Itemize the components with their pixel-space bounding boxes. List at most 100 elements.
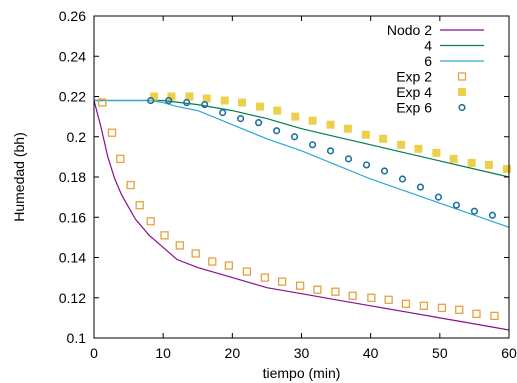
data-point xyxy=(308,141,317,149)
x-tick-label: 20 xyxy=(225,345,241,361)
data-point xyxy=(290,133,299,141)
data-point xyxy=(135,201,144,210)
data-point xyxy=(397,140,406,149)
y-tick-label: 0.12 xyxy=(59,290,86,306)
series-0 xyxy=(93,100,510,331)
legend-entry: Exp 4 xyxy=(396,84,466,100)
y-tick-label: 0.2 xyxy=(67,129,87,145)
data-point xyxy=(414,144,423,153)
y-tick-label: 0.24 xyxy=(59,48,86,64)
y-tick-label: 0.1 xyxy=(67,330,87,346)
data-point xyxy=(331,287,340,296)
series-line xyxy=(93,100,510,331)
legend-label: 4 xyxy=(424,38,432,54)
data-point xyxy=(175,241,184,250)
series-5 xyxy=(147,96,497,219)
y-tick-label: 0.26 xyxy=(59,8,86,24)
data-point xyxy=(183,98,191,107)
data-point xyxy=(449,154,458,163)
data-point xyxy=(277,277,287,286)
data-point xyxy=(362,161,371,169)
legend-label: 6 xyxy=(424,53,432,69)
data-point xyxy=(343,124,352,133)
x-tick-label: 50 xyxy=(432,345,448,361)
data-point xyxy=(219,108,227,117)
data-point xyxy=(146,217,155,226)
data-point xyxy=(401,299,411,308)
legend-entry: Exp 6 xyxy=(396,100,466,116)
legend-entry: 6 xyxy=(424,53,484,69)
data-point xyxy=(344,155,353,163)
data-point xyxy=(238,98,247,107)
legend-entry: Exp 2 xyxy=(396,69,467,85)
y-tick-label: 0.16 xyxy=(59,209,86,225)
series-1 xyxy=(94,99,510,178)
data-point xyxy=(295,281,305,290)
data-point xyxy=(326,120,335,129)
data-point xyxy=(242,267,252,276)
data-point xyxy=(160,231,169,240)
data-point xyxy=(455,305,464,314)
data-point xyxy=(367,293,376,302)
data-point xyxy=(308,116,317,125)
data-point xyxy=(326,147,335,155)
data-point xyxy=(191,249,200,258)
data-point xyxy=(432,148,441,157)
legend-swatch xyxy=(457,72,467,81)
x-tick-label: 0 xyxy=(90,345,98,361)
legend-label: Exp 6 xyxy=(396,100,432,116)
data-point xyxy=(488,211,497,219)
data-point xyxy=(147,96,155,105)
data-point xyxy=(273,106,282,115)
data-point xyxy=(98,98,107,107)
data-point xyxy=(419,301,429,310)
legend-label: Exp 4 xyxy=(396,84,432,100)
data-point xyxy=(273,127,281,135)
x-tick-label: 40 xyxy=(363,345,379,361)
data-point xyxy=(165,96,173,105)
data-point xyxy=(116,154,125,164)
data-point xyxy=(470,207,479,215)
series-line xyxy=(94,99,510,178)
legend-label: Exp 2 xyxy=(396,69,432,85)
y-tick-label: 0.18 xyxy=(59,169,86,185)
data-point xyxy=(490,311,499,321)
data-point xyxy=(201,100,209,109)
data-point xyxy=(467,158,476,167)
data-point xyxy=(150,92,159,101)
legend-entry: Nodo 2 xyxy=(387,22,484,38)
ticks-layer: 0 10 20 30 40 50 60 0.1 0.12 0.14 0.16 0.18 0.2 0.22 0… xyxy=(59,8,517,361)
legend-swatch xyxy=(458,88,466,96)
y-tick-label: 0.22 xyxy=(59,89,86,105)
x-tick-label: 10 xyxy=(155,345,171,361)
data-point xyxy=(107,128,117,137)
data-point xyxy=(202,94,211,103)
data-point xyxy=(220,96,229,105)
data-point xyxy=(237,115,245,123)
data-point xyxy=(291,112,300,121)
x-tick-label: 60 xyxy=(501,345,517,361)
legend-entry: 4 xyxy=(424,38,484,54)
series-4 xyxy=(150,92,511,173)
data-point xyxy=(208,257,217,266)
legend-label: Nodo 2 xyxy=(387,22,432,38)
data-point xyxy=(452,201,461,209)
legend-swatch xyxy=(458,103,466,112)
data-point xyxy=(260,273,269,282)
x-axis-title: tiempo (min) xyxy=(263,365,341,381)
data-point xyxy=(502,164,511,173)
x-tick-label: 30 xyxy=(294,345,310,361)
y-axis-title: Humedad (bh) xyxy=(11,132,27,222)
data-point xyxy=(484,160,493,169)
data-point xyxy=(255,119,263,127)
data-point xyxy=(126,180,135,190)
data-point xyxy=(437,303,447,312)
data-point xyxy=(416,183,425,191)
y-tick-label: 0.14 xyxy=(59,250,86,266)
series-layer xyxy=(93,92,511,331)
data-point xyxy=(348,291,357,300)
data-point xyxy=(224,261,234,270)
